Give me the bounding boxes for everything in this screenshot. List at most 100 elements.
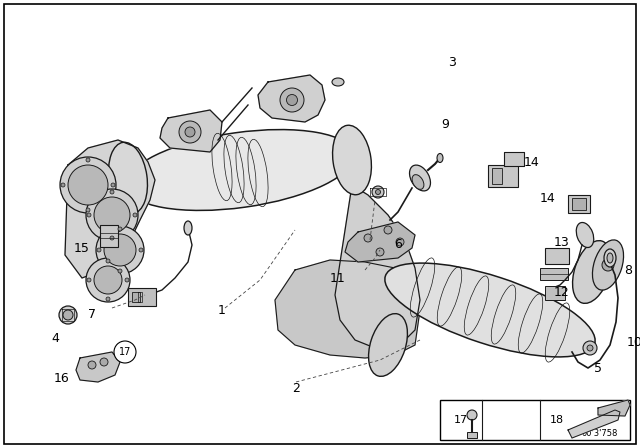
Ellipse shape <box>68 165 108 205</box>
Bar <box>128 288 156 306</box>
Bar <box>440 400 630 440</box>
Polygon shape <box>76 352 120 382</box>
Bar <box>572 198 586 210</box>
Bar <box>545 286 565 300</box>
Circle shape <box>125 278 129 282</box>
Circle shape <box>59 306 77 324</box>
Bar <box>132 292 140 302</box>
Text: 11: 11 <box>330 271 346 284</box>
Text: 00'3'758: 00'3'758 <box>582 429 618 438</box>
Circle shape <box>118 269 122 273</box>
Polygon shape <box>345 222 415 262</box>
Circle shape <box>86 158 90 162</box>
Circle shape <box>376 248 384 256</box>
Polygon shape <box>568 410 620 438</box>
Ellipse shape <box>287 95 298 105</box>
Polygon shape <box>335 185 420 350</box>
Circle shape <box>110 190 114 194</box>
Circle shape <box>376 190 381 194</box>
Text: 17: 17 <box>119 347 131 357</box>
Circle shape <box>114 341 136 363</box>
Ellipse shape <box>410 165 431 191</box>
Text: 16: 16 <box>54 371 70 384</box>
Circle shape <box>61 183 65 187</box>
Text: 1: 1 <box>218 303 226 316</box>
Ellipse shape <box>607 253 613 263</box>
Ellipse shape <box>280 88 304 112</box>
Ellipse shape <box>573 241 611 303</box>
Ellipse shape <box>576 223 594 247</box>
Polygon shape <box>275 260 420 358</box>
Ellipse shape <box>126 129 354 211</box>
Bar <box>467 432 477 438</box>
Circle shape <box>100 358 108 366</box>
Circle shape <box>467 410 477 420</box>
Ellipse shape <box>332 78 344 86</box>
Circle shape <box>602 259 614 271</box>
Ellipse shape <box>86 189 138 241</box>
Circle shape <box>106 259 110 263</box>
Text: 17: 17 <box>454 415 468 425</box>
Text: 7: 7 <box>88 309 96 322</box>
Circle shape <box>111 183 115 187</box>
Ellipse shape <box>593 240 623 290</box>
Ellipse shape <box>369 314 408 376</box>
Bar <box>540 268 568 280</box>
Ellipse shape <box>94 266 122 294</box>
Text: 6: 6 <box>394 238 402 251</box>
Circle shape <box>133 213 137 217</box>
Circle shape <box>110 236 114 240</box>
Text: 15: 15 <box>74 241 90 254</box>
Circle shape <box>87 278 91 282</box>
Ellipse shape <box>60 157 116 213</box>
Circle shape <box>63 310 73 320</box>
Circle shape <box>86 208 90 212</box>
Circle shape <box>106 297 110 301</box>
Text: 14: 14 <box>540 191 556 204</box>
Circle shape <box>396 238 404 246</box>
Ellipse shape <box>96 226 144 274</box>
Polygon shape <box>598 400 630 416</box>
Circle shape <box>372 186 384 198</box>
Ellipse shape <box>333 125 371 195</box>
Circle shape <box>88 361 96 369</box>
Bar <box>100 225 118 247</box>
Text: 18: 18 <box>550 415 564 425</box>
Text: 5: 5 <box>594 362 602 375</box>
Circle shape <box>583 341 597 355</box>
Ellipse shape <box>109 142 147 214</box>
Circle shape <box>139 248 143 252</box>
Bar <box>545 248 569 264</box>
Text: 3: 3 <box>448 56 456 69</box>
Bar <box>504 152 524 166</box>
Ellipse shape <box>185 127 195 137</box>
Text: 4: 4 <box>51 332 59 345</box>
Bar <box>568 195 590 213</box>
Bar <box>488 165 518 187</box>
Text: 14: 14 <box>524 155 540 168</box>
Circle shape <box>384 226 392 234</box>
Ellipse shape <box>385 263 595 357</box>
Text: 9: 9 <box>441 119 449 132</box>
Ellipse shape <box>184 221 192 235</box>
Text: 12: 12 <box>554 285 570 298</box>
Text: 13: 13 <box>554 236 570 249</box>
Ellipse shape <box>86 258 130 302</box>
Polygon shape <box>65 140 155 278</box>
Circle shape <box>97 248 101 252</box>
Circle shape <box>118 227 122 231</box>
Ellipse shape <box>437 154 443 163</box>
Ellipse shape <box>604 249 616 267</box>
Text: 10: 10 <box>627 336 640 349</box>
Ellipse shape <box>412 175 424 190</box>
Text: 8: 8 <box>624 263 632 276</box>
Circle shape <box>87 213 91 217</box>
Polygon shape <box>160 110 222 152</box>
Ellipse shape <box>94 197 130 233</box>
Ellipse shape <box>104 234 136 266</box>
Circle shape <box>364 234 372 242</box>
Polygon shape <box>258 75 325 122</box>
Circle shape <box>587 345 593 351</box>
Ellipse shape <box>179 121 201 143</box>
Text: 2: 2 <box>292 382 300 395</box>
